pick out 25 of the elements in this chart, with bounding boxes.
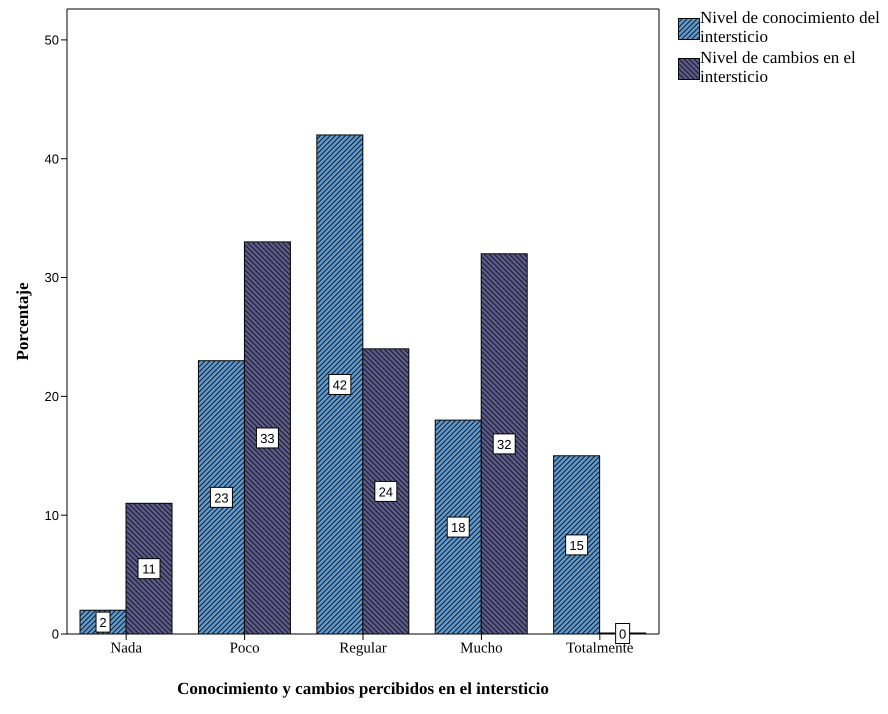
x-axis-title: Conocimiento y cambios percibidos en el intersticio xyxy=(177,679,549,698)
legend-label: Nivel de cambios en el intersticio xyxy=(700,48,857,86)
x-tick-label: Regular xyxy=(339,640,387,657)
data-label: 15 xyxy=(569,538,584,553)
y-tick-label: 20 xyxy=(44,388,59,404)
y-axis-title: Porcentaje xyxy=(13,282,32,361)
y-tick-label: 50 xyxy=(44,32,59,48)
y-tick-label: 0 xyxy=(52,626,59,642)
y-tick-label: 30 xyxy=(44,270,59,286)
x-tick-label: Poco xyxy=(230,640,260,657)
data-label: 23 xyxy=(214,490,229,506)
y-tick-label: 10 xyxy=(44,508,59,523)
data-label: 42 xyxy=(332,377,348,392)
data-label: 24 xyxy=(378,484,394,500)
x-tick-label: Totalmente xyxy=(566,640,634,657)
data-label: 0 xyxy=(619,626,626,642)
data-label: 11 xyxy=(142,562,156,577)
x-tick-label: Mucho xyxy=(460,640,503,657)
legend-label: Nivel de conocimiento del intersticio xyxy=(700,8,881,46)
data-label: 33 xyxy=(260,430,275,446)
data-label: 18 xyxy=(450,520,466,536)
data-label: 32 xyxy=(496,436,512,452)
x-tick-label: Nada xyxy=(110,640,142,657)
data-label: 2 xyxy=(99,615,107,630)
y-tick-label: 40 xyxy=(44,151,59,166)
